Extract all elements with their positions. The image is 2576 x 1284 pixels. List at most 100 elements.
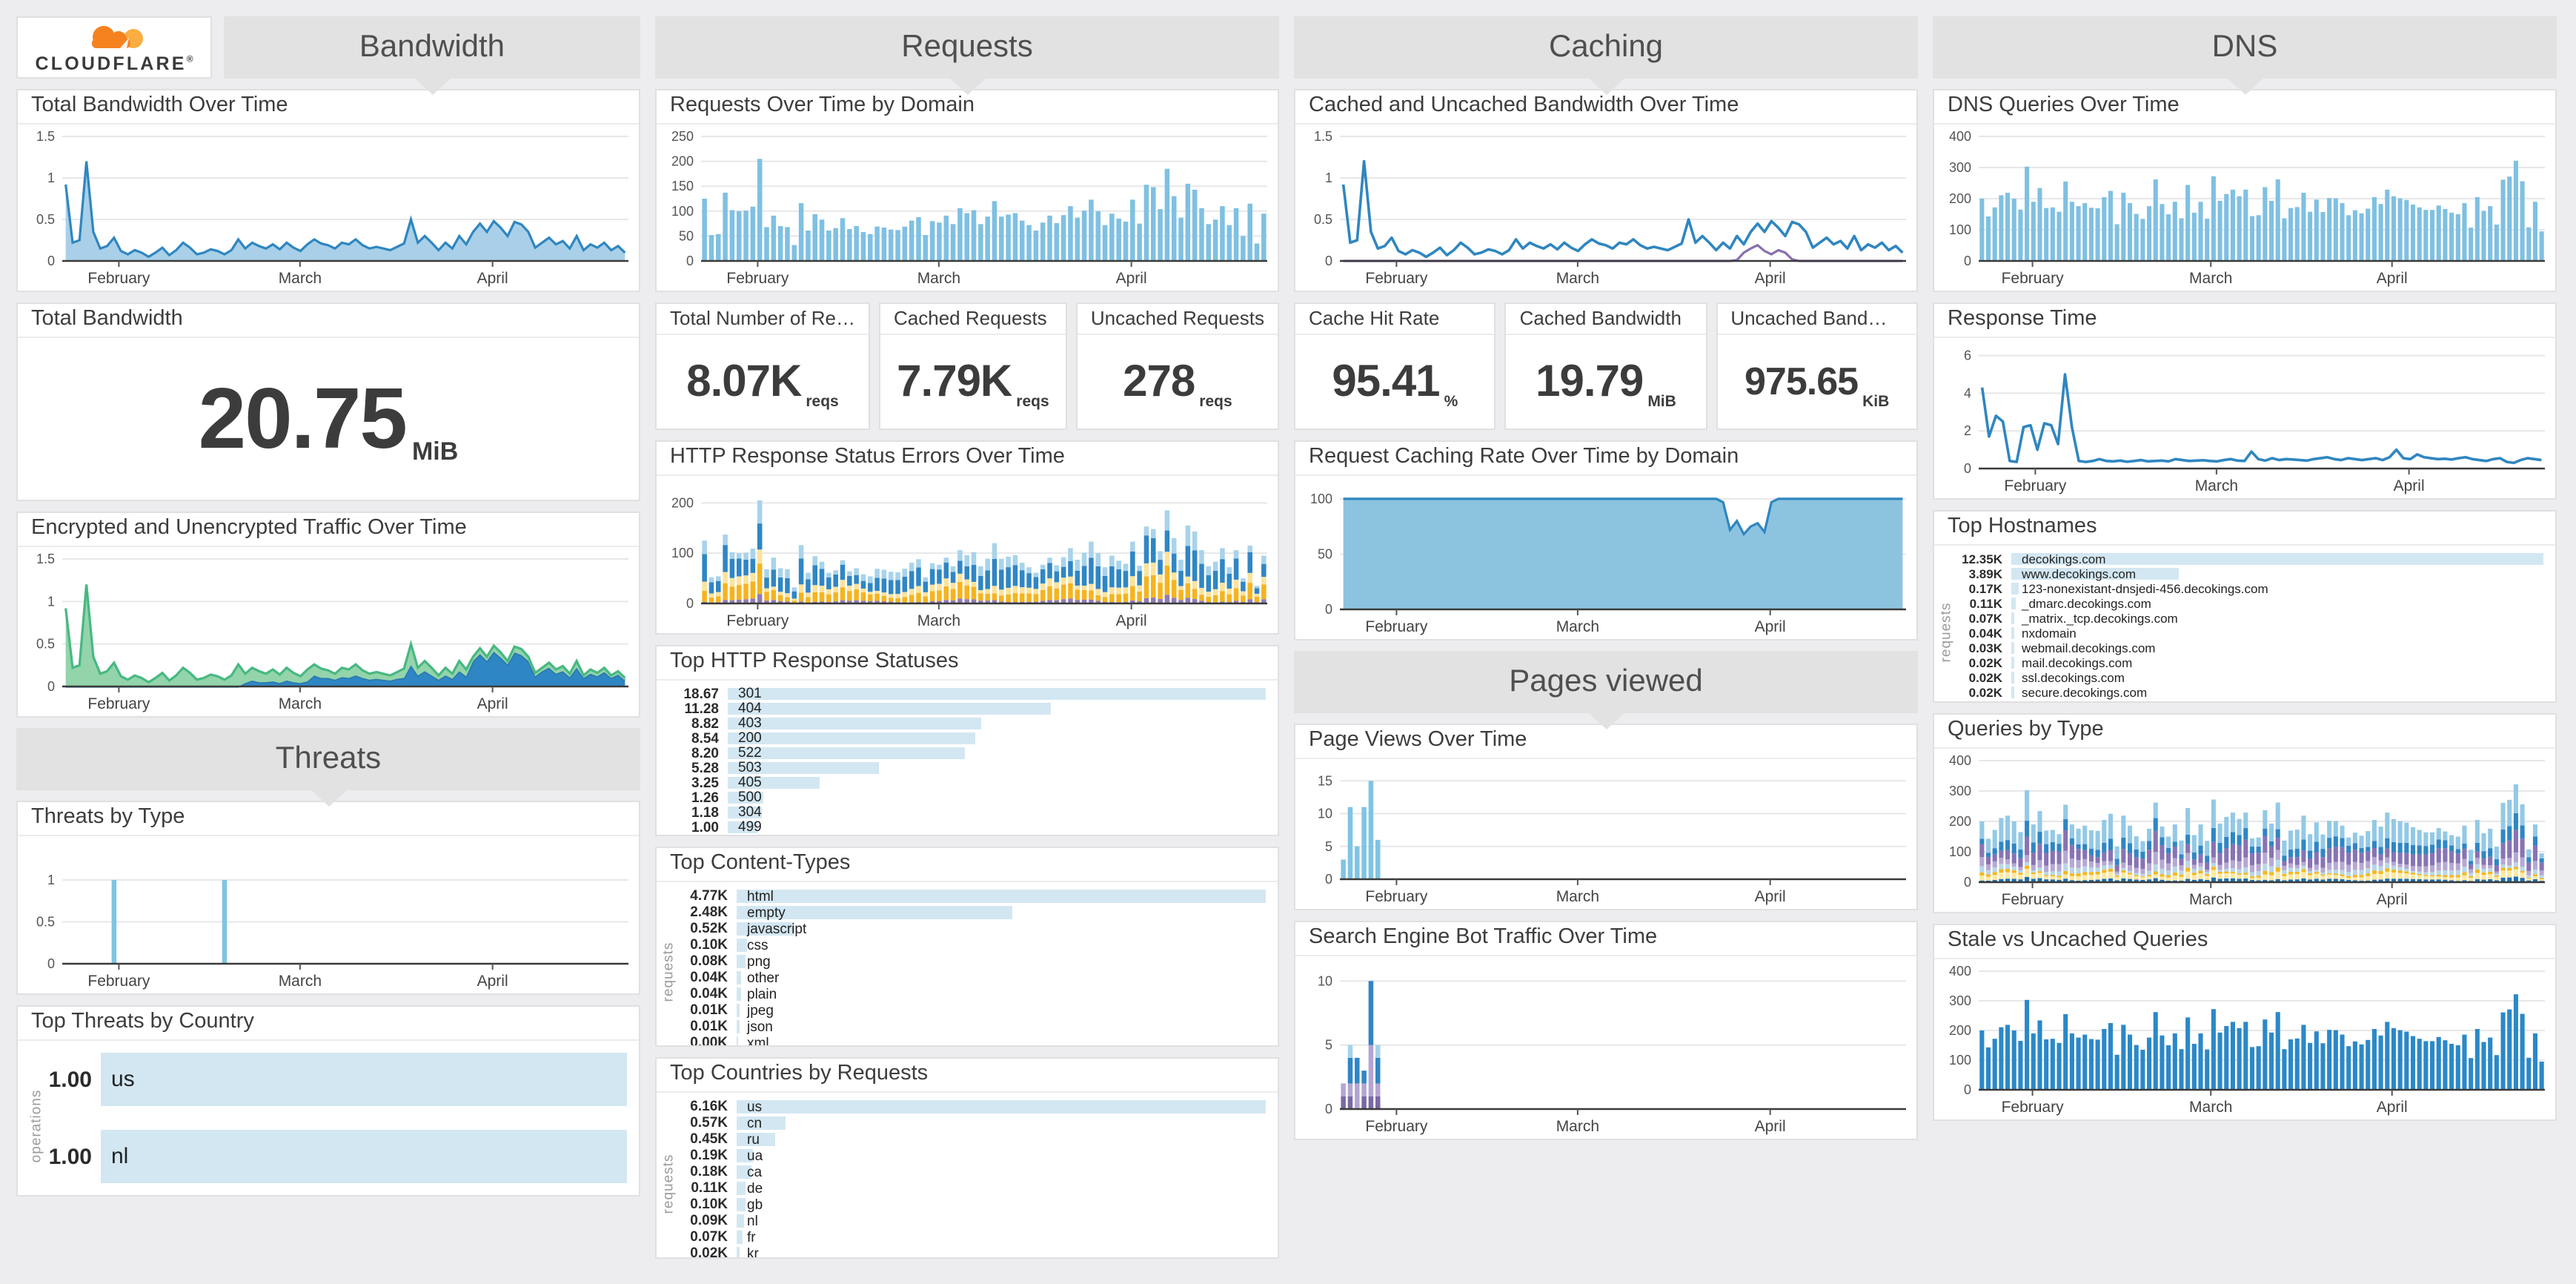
value-label: 0.09K: [690, 1213, 728, 1229]
svg-text:March: March: [1556, 618, 1599, 635]
svg-text:300: 300: [1949, 993, 1971, 1008]
uncached-bandwidth-value: 975.65 KiB: [1717, 335, 1916, 428]
value-label: 0.11K: [691, 1180, 728, 1197]
list-item: 0.02K kr: [660, 1245, 1266, 1257]
list-item: 0.04K nxdomain: [1937, 626, 2543, 641]
svg-text:0: 0: [1325, 1102, 1332, 1116]
card-bot-traffic: Search Engine Bot Traffic Over Time 0 5 10…: [1294, 921, 1918, 1140]
svg-text:February: February: [2002, 270, 2065, 287]
header-pointer-icon: [948, 77, 986, 95]
item-label: secure.decokings.com: [2022, 685, 2148, 700]
svg-text:0: 0: [1964, 875, 1971, 890]
card-caching-rate: Request Caching Rate Over Time by Domain…: [1294, 440, 1918, 641]
bandwidth-header-row: CLOUDFLARE® Bandwidth: [16, 16, 640, 95]
card-cache-hit-rate: Cache Hit Rate 95.41 %: [1294, 302, 1496, 430]
card-title: Queries by Type: [1934, 715, 2555, 749]
card-title: DNS Queries Over Time: [1934, 90, 2555, 125]
value-label: 0.04K: [1968, 626, 2002, 641]
list-top-hostnames: requests 12.35K decokings.com 3.89K www.deco…: [1934, 546, 2555, 701]
item-label: us: [747, 1099, 763, 1115]
card-cached-requests: Cached Requests 7.79K reqs: [879, 302, 1067, 430]
item-label: html: [747, 888, 774, 904]
list-item: 1.00 499: [660, 819, 1266, 835]
value-label: 0.07K: [1968, 611, 2002, 626]
column-caching: Caching Cached and Uncached Bandwidth Ov…: [1294, 16, 1918, 1268]
svg-text:April: April: [477, 973, 508, 990]
value-label: 0.00K: [690, 1035, 728, 1045]
card-top-threats-by-country: Top Threats by Country operations 1.00 us 1…: [16, 1005, 640, 1197]
svg-text:0.5: 0.5: [1314, 212, 1332, 227]
svg-text:April: April: [1755, 888, 1786, 905]
bar: [737, 955, 746, 968]
list-item: 1.00 us: [21, 1047, 627, 1112]
svg-text:1: 1: [1325, 171, 1332, 185]
header-pointer-icon: [413, 77, 451, 95]
axis-label: requests: [660, 1153, 677, 1214]
svg-text:0: 0: [47, 956, 55, 971]
bar: [728, 688, 1266, 700]
card-encrypted-traffic: Encrypted and Unencrypted Traffic Over T…: [16, 512, 640, 718]
svg-text:March: March: [2189, 1099, 2232, 1116]
bar: [2011, 553, 2543, 565]
svg-text:150: 150: [671, 179, 694, 193]
svg-text:100: 100: [671, 546, 694, 560]
svg-text:300: 300: [1949, 784, 1971, 798]
value-label: 6.16K: [690, 1099, 728, 1115]
card-uncached-requests: Uncached Requests 278 reqs: [1075, 302, 1279, 430]
svg-text:April: April: [1755, 1118, 1786, 1135]
chart-bot-traffic: 0 5 10 February March April: [1295, 956, 1916, 1139]
svg-text:50: 50: [679, 228, 694, 243]
card-top-http-statuses: Top HTTP Response Statuses 18.67 301 11.28…: [655, 645, 1279, 836]
svg-text:4: 4: [1964, 385, 1971, 400]
chart-cached-uncached-bandwidth: 0 0.5 1 1.5 February March April: [1295, 125, 1916, 291]
bar: [2011, 568, 2180, 580]
item-label: nl: [747, 1213, 758, 1229]
card-title: Total Number of Re…: [657, 304, 869, 335]
list-item: 12.35K decokings.com: [1937, 552, 2543, 566]
svg-text:6: 6: [1964, 348, 1971, 363]
svg-text:March: March: [917, 270, 960, 287]
bar: [2011, 627, 2014, 639]
svg-text:February: February: [87, 973, 150, 990]
metric-unit: reqs: [1016, 393, 1049, 411]
bar: [737, 890, 1266, 903]
value-label: 0.04K: [690, 970, 728, 986]
item-label: 503: [738, 760, 762, 776]
value-label: 0.07K: [690, 1229, 728, 1245]
bar: [737, 971, 741, 984]
svg-text:April: April: [477, 270, 508, 287]
item-label: cn: [747, 1115, 763, 1131]
item-label: decokings.com: [2022, 552, 2106, 566]
svg-text:March: March: [2189, 891, 2232, 908]
list-item: 4.77K html: [660, 888, 1266, 904]
item-label: jpeg: [747, 1002, 774, 1019]
value-label: 0.01K: [690, 1019, 728, 1035]
item-label: 403: [738, 715, 762, 732]
svg-text:March: March: [1556, 1118, 1599, 1135]
value-label: 0.01K: [690, 1002, 728, 1019]
card-title: Search Engine Bot Traffic Over Time: [1295, 922, 1916, 956]
card-queries-by-type: Queries by Type 0 100 200 300 400 February Mar…: [1933, 713, 2557, 913]
bar: [737, 906, 1012, 919]
item-label: png: [747, 953, 771, 970]
svg-text:100: 100: [671, 204, 694, 219]
bar: [728, 762, 879, 774]
header-pointer-icon: [1587, 712, 1625, 729]
bar: [737, 1247, 739, 1257]
bar: [728, 792, 764, 804]
value-label: 0.03K: [1968, 641, 2002, 655]
svg-text:100: 100: [1310, 492, 1332, 506]
list-item: 8.54 200: [660, 730, 1266, 747]
value-label: 0.02K: [1968, 655, 2002, 670]
card-stale-uncached: Stale vs Uncached Queries 0 100 200 300 400 F…: [1933, 924, 2557, 1121]
metric-unit: reqs: [1199, 393, 1232, 411]
card-title: Top Threats by Country: [18, 1007, 639, 1041]
metric-unit: reqs: [806, 393, 839, 411]
value-label: 0.10K: [690, 937, 728, 953]
list-top-content-types: requests 4.77K html 2.48K empty 0.52K javascri…: [657, 882, 1278, 1045]
value-label: 0.45K: [690, 1131, 728, 1148]
list-item: 0.10K css: [660, 937, 1266, 953]
item-label: nl: [111, 1144, 129, 1169]
card-top-countries: Top Countries by Requests requests 6.16K u…: [655, 1057, 1279, 1259]
svg-text:15: 15: [1318, 773, 1332, 788]
